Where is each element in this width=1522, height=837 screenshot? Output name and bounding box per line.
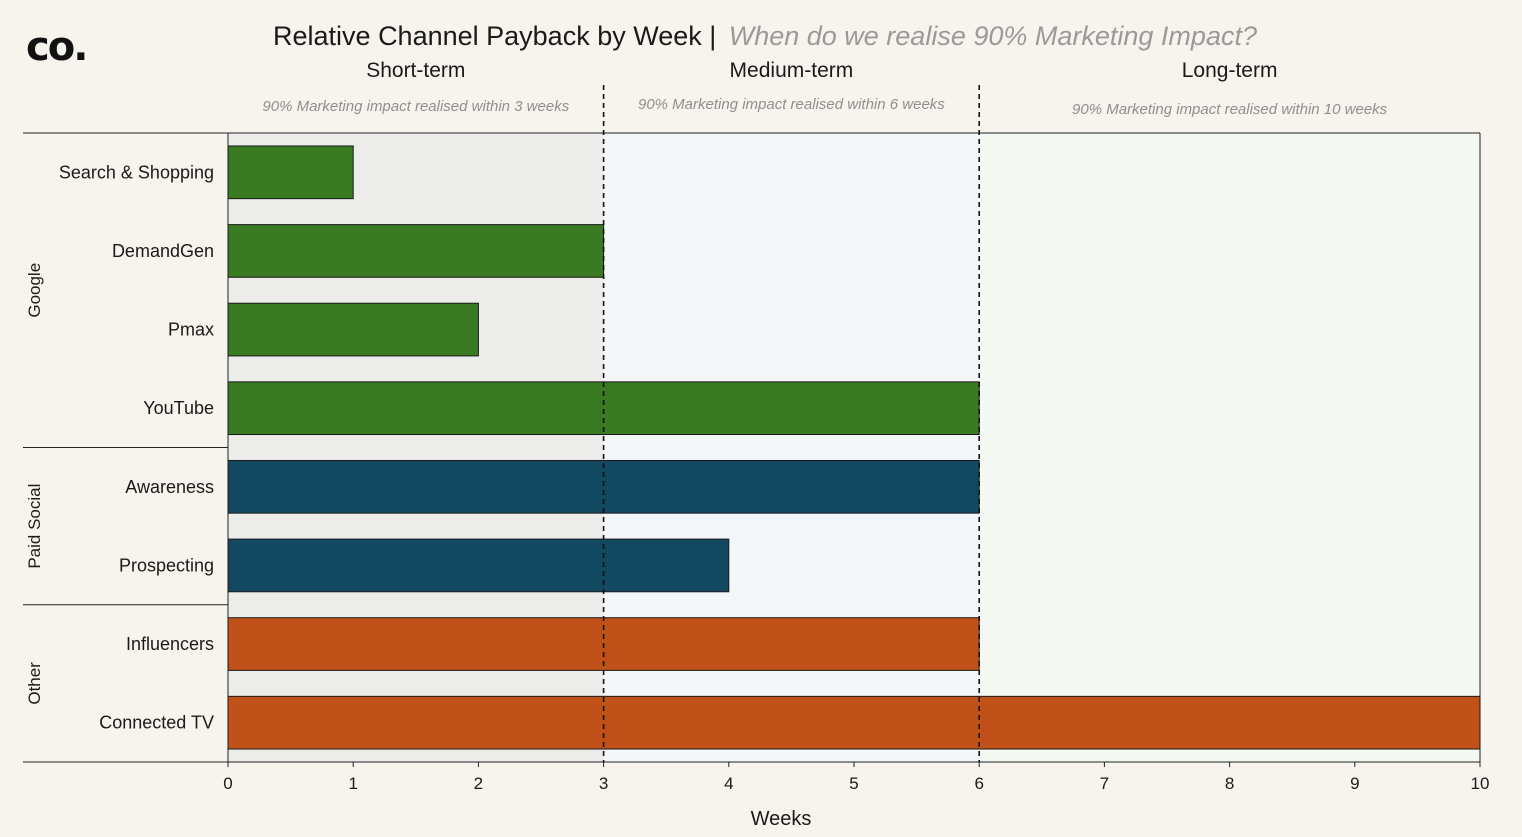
band-title: Medium-term <box>730 59 854 82</box>
category-label: Connected TV <box>99 713 214 733</box>
bar <box>227 224 605 278</box>
category-labels: Search & Shopping DemandGen Pmax YouTube Awa… <box>59 162 214 732</box>
category-label: Prospecting <box>119 555 214 575</box>
x-axis-label: Weeks <box>751 808 812 830</box>
x-tick-label: 8 <box>1225 774 1234 793</box>
band-note: 90% Marketing impact realised within 10 … <box>1072 101 1388 118</box>
bar <box>227 145 354 200</box>
band-long-term <box>979 133 1480 762</box>
bar <box>227 459 980 514</box>
chart-title: Relative Channel Payback by Week | When … <box>273 21 1257 51</box>
group-label: Paid Social <box>25 484 44 569</box>
x-axis: 0 1 2 3 4 5 6 7 8 9 10 <box>223 761 1490 793</box>
bars <box>227 145 1481 750</box>
bar <box>227 381 980 436</box>
band-note: 90% Marketing impact realised within 6 w… <box>638 96 945 113</box>
category-label: Influencers <box>126 634 214 654</box>
x-tick-label: 7 <box>1100 774 1109 793</box>
category-label: Awareness <box>125 477 214 497</box>
x-tick-label: 2 <box>474 774 483 793</box>
bar <box>227 538 730 593</box>
x-tick-label: 4 <box>724 774 733 793</box>
band-title: Short-term <box>366 59 465 82</box>
chart-title-main: Relative Channel Payback by Week | <box>273 21 716 51</box>
x-tick-label: 5 <box>849 774 858 793</box>
band-note: 90% Marketing impact realised within 3 w… <box>262 98 569 115</box>
x-tick-label: 6 <box>974 774 983 793</box>
x-tick-label: 1 <box>348 774 357 793</box>
category-label: YouTube <box>143 398 214 418</box>
bar <box>227 695 1481 750</box>
band-title: Long-term <box>1182 59 1278 82</box>
group-label: Other <box>25 662 44 705</box>
x-tick-label: 0 <box>223 774 232 793</box>
bar <box>227 302 479 357</box>
company-logo: co. <box>26 24 88 70</box>
x-tick-label: 9 <box>1350 774 1359 793</box>
x-tick-label: 10 <box>1471 774 1490 793</box>
category-label: DemandGen <box>112 241 214 261</box>
chart-subtitle: When do we realise 90% Marketing Impact? <box>729 21 1257 51</box>
category-label: Pmax <box>168 320 214 340</box>
group-labels: Google Paid Social Other <box>23 132 228 763</box>
x-tick-label: 3 <box>599 774 608 793</box>
category-label: Search & Shopping <box>59 162 214 182</box>
reference-lines <box>602 85 981 762</box>
group-label: Google <box>25 263 44 318</box>
